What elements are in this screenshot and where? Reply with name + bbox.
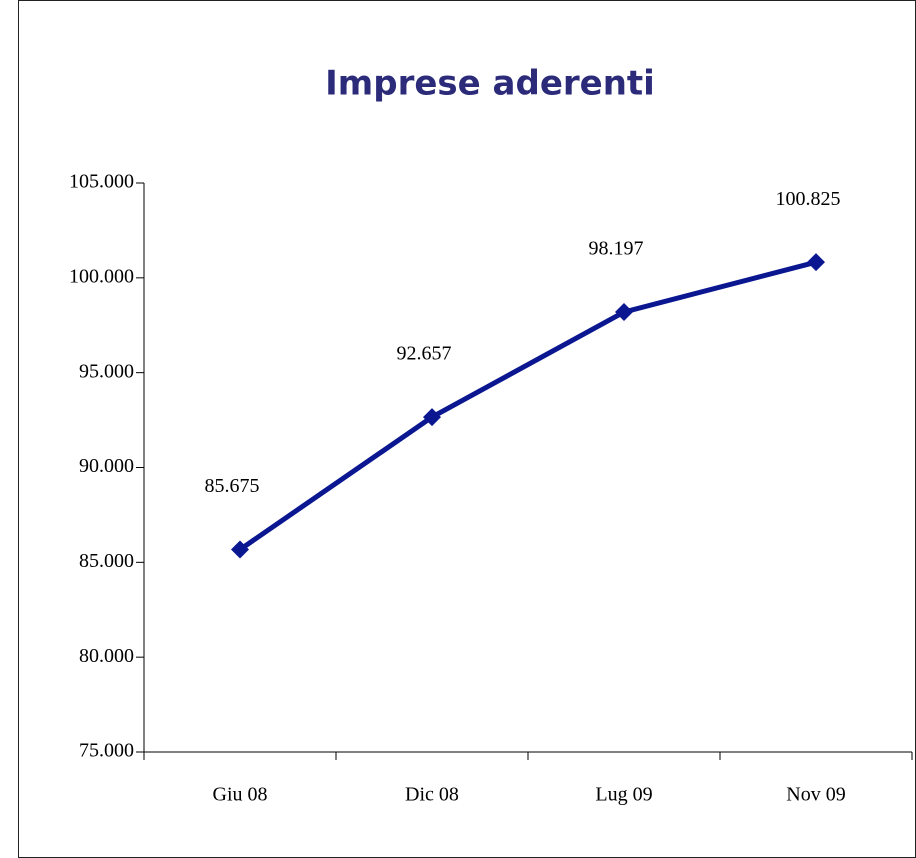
- x-tick-label: Lug 09: [595, 784, 652, 806]
- data-label: 92.657: [397, 343, 452, 365]
- chart-title: Imprese aderenti: [325, 64, 655, 104]
- data-label: 100.825: [776, 188, 841, 210]
- y-tick-label: 95.000: [79, 360, 134, 382]
- line: [238, 259, 817, 552]
- y-tick-label: 90.000: [79, 455, 134, 477]
- y-tick-label: 105.000: [69, 171, 134, 193]
- data-label: 85.675: [205, 475, 260, 497]
- point: [615, 303, 633, 322]
- y-tick-label: 80.000: [79, 645, 134, 667]
- y-tick-label: 85.000: [79, 550, 134, 572]
- point: [423, 408, 441, 427]
- x-tick-label: Giu 08: [213, 784, 268, 806]
- data-label: 98.197: [589, 238, 644, 260]
- y-tick-label: 100.000: [69, 265, 134, 287]
- y-tick-label: 75.000: [79, 740, 134, 762]
- point: [231, 540, 249, 559]
- point: [807, 253, 825, 272]
- x-tick-label: Nov 09: [786, 784, 845, 806]
- chart-frame: [18, 0, 916, 858]
- x-tick-label: Dic 08: [405, 784, 459, 806]
